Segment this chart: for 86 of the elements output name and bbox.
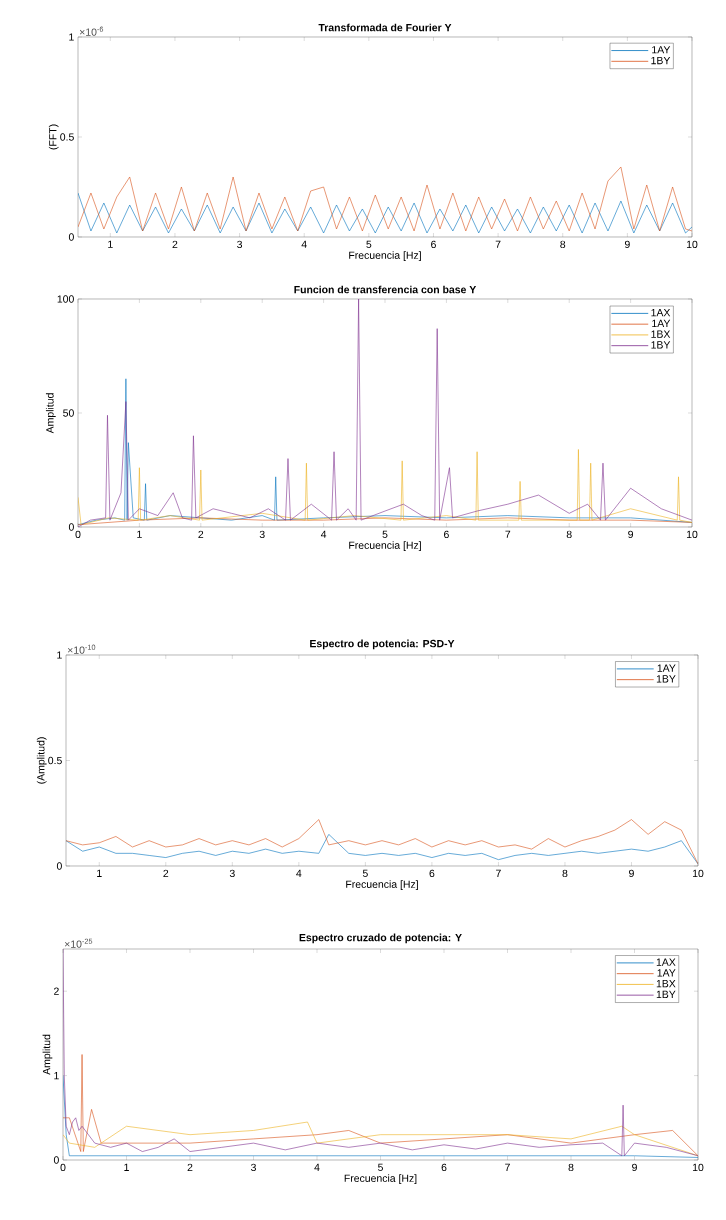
x-tick-label: 2 [198, 530, 204, 538]
y-axis-title: Amplitud [45, 393, 56, 434]
legend-label: 1BY [656, 675, 676, 683]
line-series [78, 192, 692, 234]
x-tick-label: 9 [628, 530, 634, 539]
x-tick-label: 4 [314, 1163, 320, 1171]
x-tick-label: 5 [378, 1163, 383, 1171]
x-tick-label: 8 [562, 869, 568, 878]
chart-title: Funcion de transferencia con base Y [294, 285, 477, 294]
legend-label: 1AX [651, 309, 671, 317]
x-tick-label: 0 [75, 530, 81, 539]
legend-label: 1BY [656, 990, 676, 998]
y-axis-title: Amplitud [42, 1034, 53, 1075]
legend-label: 1AY [652, 46, 671, 54]
text: ×10$^{-25}$ [64, 938, 93, 948]
x-tick-label: 9 [629, 869, 634, 878]
x-tick-label: 6 [431, 240, 436, 249]
x-tick-label: 7 [496, 869, 501, 877]
line-series [66, 819, 698, 865]
y-tick-label: 0.5 [48, 756, 62, 765]
x-tick-label: 5 [362, 869, 368, 877]
x-axis-title: Frecuencia [Hz] [349, 541, 421, 552]
y-tick-label: 0 [53, 1156, 59, 1164]
x-tick-label: 2 [163, 869, 169, 877]
chart-title: Transformada de Fourier Y [318, 23, 452, 32]
x-tick-label: 2 [187, 1163, 193, 1171]
y-tick-label: 0.5 [60, 133, 74, 141]
legend-label: 1BY [651, 341, 671, 349]
x-tick-label: 10 [692, 1163, 704, 1172]
y-axis-title: (FFT) [48, 124, 59, 150]
x-tick-label: 6 [429, 869, 435, 878]
text: ×10$^{-6}$ [79, 26, 104, 36]
x-tick-label: 1 [97, 869, 102, 877]
legend-label: 1AY [652, 319, 671, 327]
x-tick-label: 1 [137, 530, 142, 538]
x-tick-label: 9 [632, 1163, 637, 1172]
x-tick-label: 4 [320, 530, 327, 538]
x-tick-label: 3 [250, 1163, 256, 1172]
x-tick-label: 10 [686, 530, 698, 539]
x-axis-title: Frecuencia [Hz] [344, 1174, 417, 1185]
line-series [63, 949, 699, 1157]
x-tick-label: 7 [505, 1163, 510, 1171]
x-tick-label: 6 [441, 1163, 447, 1172]
chart-title: Espectro de potencia: PSD-Y [310, 639, 455, 650]
x-tick-label: 3 [229, 869, 235, 878]
chart-title: Espectro cruzado de potencia: Y [299, 933, 462, 944]
text: ×10$^{-10}$ [67, 644, 96, 654]
y-tick-label: 50 [63, 409, 74, 417]
y-tick-label: 1 [57, 651, 62, 659]
x-axis-title: Frecuencia [Hz] [346, 880, 418, 891]
x-tick-label: 8 [568, 1163, 574, 1172]
x-tick-label: 7 [505, 530, 511, 538]
x-tick-label: 3 [259, 530, 265, 539]
x-tick-label: 7 [495, 240, 501, 248]
line-series [78, 166, 692, 232]
y-tick-label: 1 [54, 1072, 59, 1080]
line-series [78, 298, 693, 527]
legend-label: 1BX [656, 980, 676, 988]
x-axis-title: Frecuencia [Hz] [349, 251, 421, 261]
y-tick-label: 1 [69, 33, 74, 41]
y-tick-label: 0 [68, 233, 74, 241]
y-tick-label: 2 [54, 987, 59, 995]
x-tick-label: 10 [692, 869, 704, 878]
x-tick-label: 1 [124, 1163, 129, 1171]
x-tick-label: 2 [172, 240, 178, 248]
y-tick-label: 100 [57, 295, 74, 303]
x-tick-label: 3 [237, 240, 243, 249]
line-series [78, 449, 693, 526]
y-axis-title: (Amplitud) [36, 737, 47, 784]
y-tick-label: 0 [68, 523, 74, 531]
x-tick-label: 10 [686, 240, 698, 249]
legend-label: 1AY [657, 969, 676, 977]
x-tick-label: 6 [444, 530, 449, 539]
x-tick-label: 5 [366, 240, 372, 248]
x-tick-label: 8 [566, 530, 572, 539]
x-tick-label: 9 [624, 240, 630, 249]
x-tick-label: 8 [560, 240, 566, 249]
legend-label: 1BX [651, 330, 671, 338]
legend-label: 1BY [651, 56, 671, 65]
legend-label: 1AX [656, 958, 676, 966]
x-tick-label: 5 [382, 530, 388, 538]
legend-label: 1AY [657, 664, 676, 672]
x-tick-label: 4 [301, 240, 307, 248]
x-tick-label: 1 [108, 240, 113, 248]
y-tick-label: 0 [56, 862, 62, 870]
x-tick-label: 4 [296, 869, 302, 877]
